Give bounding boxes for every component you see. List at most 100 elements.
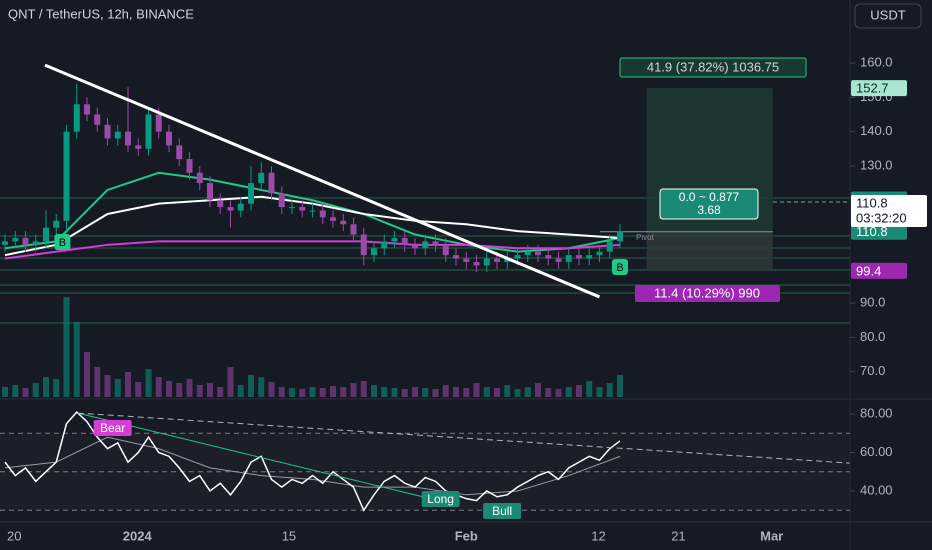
volume-bar [545, 388, 552, 397]
volume-bar [473, 383, 480, 397]
position-loss [646, 231, 773, 271]
volume-bar [145, 369, 152, 397]
volume-bar [73, 322, 80, 397]
candle-body [207, 183, 213, 201]
candle-body [248, 183, 254, 204]
volume-bar [381, 387, 388, 397]
candle-body [422, 241, 429, 249]
volume-bar [299, 389, 306, 397]
volume-bar [32, 383, 39, 397]
candle-body [299, 207, 306, 211]
candle-body [381, 241, 388, 249]
volume-bar [176, 383, 183, 397]
price-badge-label: 152.7 [856, 81, 889, 96]
volume-bar [166, 381, 172, 397]
volume-bar [432, 389, 439, 397]
buy-marker [612, 259, 628, 275]
candle-body [606, 241, 613, 252]
volume-bar [22, 388, 29, 397]
candle-body [412, 244, 418, 249]
target-box [619, 57, 807, 78]
candle-body [401, 237, 408, 245]
rsi-ma [4, 436, 621, 496]
volume-bar [319, 388, 326, 397]
currency-label: USDT [870, 7, 905, 22]
price-badge [851, 223, 907, 240]
last-price: 110.8 [856, 195, 888, 210]
volume-bar [401, 389, 408, 397]
rsi-signal-label: Bull [492, 504, 512, 518]
volume-bar [186, 379, 193, 397]
stop-label: 11.4 (10.29%) 990 [654, 285, 760, 300]
volume-bar [237, 385, 244, 397]
candle-body [258, 172, 265, 184]
candle-body [32, 241, 39, 245]
volume-bar [360, 381, 367, 397]
candle-body [494, 258, 500, 262]
time-tick-label: Mar [760, 528, 783, 543]
price-tick-label: 160.0 [860, 55, 893, 70]
volume-bar [586, 381, 593, 397]
rsi-signal-box [93, 420, 132, 436]
candle-body [586, 255, 593, 259]
volume-bar [494, 388, 500, 397]
rsi-signal-label: Long [427, 492, 454, 506]
chart-title: QNT / TetherUS, 12h, BINANCE [8, 6, 194, 21]
volume-bar [330, 386, 336, 397]
volume-bar [196, 385, 203, 397]
volume-bar [207, 383, 213, 397]
volume-bar [340, 387, 347, 397]
volume-bar [268, 382, 275, 397]
time-tick-label: 12 [591, 528, 605, 543]
volume-bar [63, 297, 70, 397]
volume-bar [576, 385, 582, 397]
candle-body [453, 255, 459, 259]
volume-bar [2, 387, 8, 397]
volume-bar [84, 352, 90, 397]
candle-body [535, 251, 541, 256]
candle-body [330, 217, 336, 221]
price-badge-label: 110.8 [856, 224, 888, 239]
buy-marker [54, 234, 71, 250]
candle-body [555, 258, 562, 262]
buy-marker-label: B [616, 262, 623, 274]
ratio-box [659, 188, 759, 220]
price-badge-label: 99.4 [856, 263, 881, 278]
rsi-tick-label: 60.00 [860, 444, 893, 459]
target-label: 41.9 (37.82%) 1036.75 [647, 59, 779, 74]
rsi-signal-box [421, 491, 460, 507]
candle-body [473, 261, 480, 266]
price-tick-label: 80.0 [860, 329, 885, 344]
candle-body [596, 251, 603, 256]
candle-body [155, 114, 162, 132]
volume-bar [289, 388, 295, 397]
time-tick-label: 21 [671, 528, 685, 543]
candle-body [617, 231, 623, 242]
time-tick-label: 20 [7, 528, 21, 543]
volume-bar [555, 389, 562, 397]
rsi-tick-label: 40.00 [860, 482, 893, 497]
volume-bar [309, 387, 316, 397]
volume-bar [371, 385, 377, 397]
ratio-label: 0.0 ~ 0.877 [679, 190, 740, 204]
volume-bar [43, 377, 49, 397]
currency-button[interactable] [854, 3, 922, 29]
candle-body [125, 131, 131, 146]
candle-body [186, 159, 193, 173]
pivot-label: Pivot [636, 233, 655, 242]
volume-bar [453, 387, 459, 397]
volume-bar [217, 387, 224, 397]
candle-body [114, 131, 121, 139]
price-tick-label: 90.0 [860, 295, 885, 310]
trendline [44, 63, 601, 299]
candle-body [545, 255, 552, 259]
rsi-line [4, 411, 621, 512]
candle-body [442, 244, 449, 256]
volume-bar [53, 379, 60, 397]
candle-body [237, 203, 244, 211]
candle-body [514, 255, 521, 259]
price-badge [851, 262, 907, 279]
candle-body [22, 237, 29, 245]
volume-bar [514, 389, 521, 397]
price-tick-label: 70.0 [860, 363, 885, 378]
